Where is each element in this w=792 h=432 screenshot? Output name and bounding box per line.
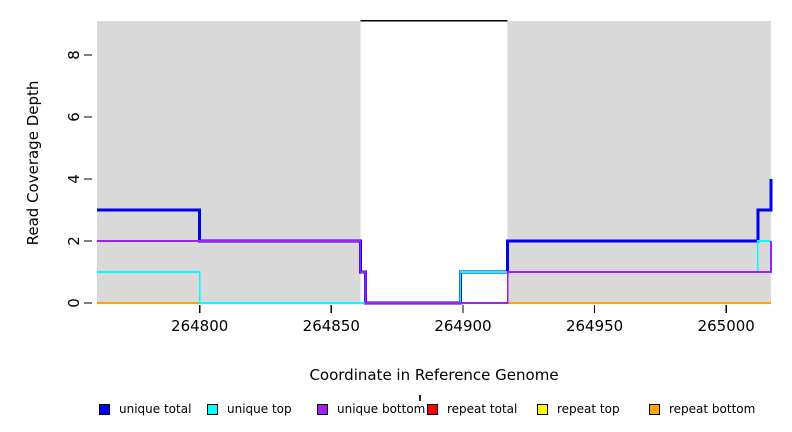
x-tick-label: 264950 xyxy=(565,317,624,335)
legend: unique total unique top unique bottom re… xyxy=(0,399,792,421)
legend-item-unique-bottom: unique bottom xyxy=(317,399,425,419)
unique-top-swatch-icon xyxy=(207,403,218,415)
repeat-bottom-swatch-icon xyxy=(649,403,660,415)
y-tick-label: 8 xyxy=(65,50,83,60)
shaded-region-left xyxy=(97,21,361,304)
series-line-unique-bottom xyxy=(97,240,772,304)
x-tick-label: 264900 xyxy=(434,317,492,335)
legend-label: unique bottom xyxy=(337,401,426,416)
unique-bottom-swatch-icon xyxy=(317,403,328,415)
legend-label: repeat top xyxy=(557,401,620,416)
y-tick-label: 6 xyxy=(65,112,83,122)
legend-label: repeat total xyxy=(447,401,518,416)
y-tick-label: 4 xyxy=(65,174,83,184)
unique-total-swatch-icon xyxy=(99,403,110,415)
series-line-unique-top xyxy=(97,240,771,304)
legend-label: unique top xyxy=(227,401,292,416)
x-axis-title: Coordinate in Reference Genome xyxy=(309,366,559,384)
shaded-region-right xyxy=(507,21,771,304)
x-tick-label: 264800 xyxy=(171,317,229,335)
y-tick-label: 2 xyxy=(65,236,83,246)
legend-label: unique total xyxy=(119,401,192,416)
y-axis-title: Read Coverage Depth xyxy=(24,80,42,246)
stray-mark xyxy=(419,395,421,401)
legend-item-unique-top: unique top xyxy=(207,399,292,419)
repeat-top-swatch-icon xyxy=(537,403,548,415)
legend-label: repeat bottom xyxy=(669,401,756,416)
legend-item-repeat-top: repeat top xyxy=(537,399,620,419)
x-tick-label: 265000 xyxy=(697,317,755,335)
legend-item-repeat-total: repeat total xyxy=(427,399,517,419)
legend-item-unique-total: unique total xyxy=(99,399,191,419)
y-tick-label: 0 xyxy=(65,298,83,308)
x-tick-label: 264850 xyxy=(302,317,360,335)
legend-item-repeat-bottom: repeat bottom xyxy=(649,399,755,419)
repeat-total-swatch-icon xyxy=(427,403,438,415)
